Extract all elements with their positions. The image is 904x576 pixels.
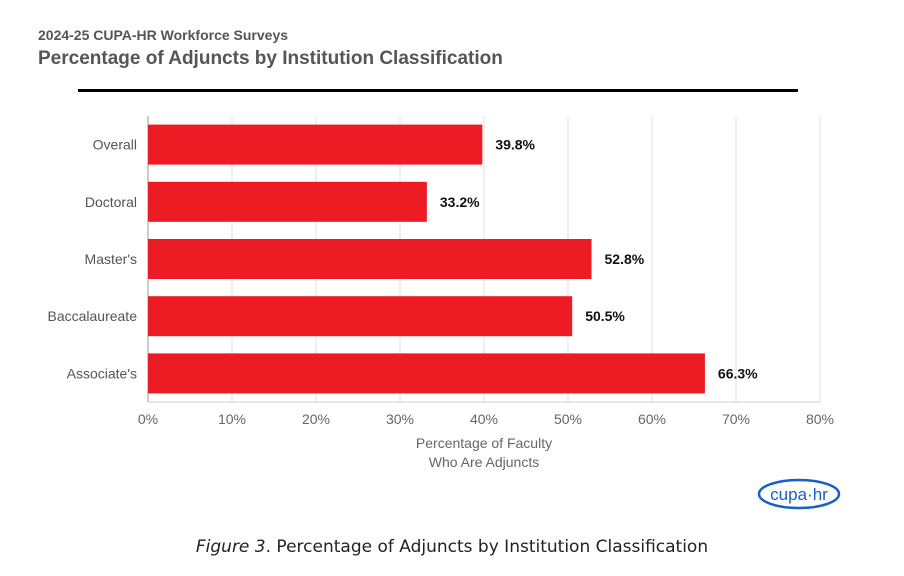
title-divider — [78, 89, 798, 92]
x-tick-label: 60% — [638, 411, 666, 427]
data-label: 52.8% — [605, 251, 645, 267]
data-label: 33.2% — [440, 194, 480, 210]
cupa-hr-logo: cupa·hr — [757, 478, 841, 510]
data-label: 39.8% — [495, 137, 535, 153]
x-tick-label: 30% — [386, 411, 414, 427]
caption-text: . Percentage of Adjuncts by Institution … — [265, 537, 709, 557]
category-label: Master's — [85, 251, 137, 267]
x-tick-label: 70% — [722, 411, 750, 427]
category-label: Overall — [93, 137, 137, 153]
bar — [148, 353, 705, 394]
bar — [148, 239, 592, 279]
category-label: Baccalaureate — [47, 308, 137, 324]
logo-text: cupa·hr — [770, 485, 828, 504]
x-tick-label: 50% — [554, 411, 582, 427]
x-tick-label: 20% — [302, 411, 330, 427]
figure-caption: Figure 3. Percentage of Adjuncts by Inst… — [0, 537, 904, 557]
x-tick-label: 80% — [806, 411, 834, 427]
data-label: 66.3% — [718, 365, 758, 381]
x-tick-label: 40% — [470, 411, 498, 427]
category-label: Doctoral — [85, 194, 137, 210]
x-tick-label: 10% — [218, 411, 246, 427]
x-axis-label-line-1: Percentage of Faculty — [416, 435, 552, 451]
chart-supertitle: 2024-25 CUPA-HR Workforce Surveys — [38, 27, 289, 43]
bar — [148, 181, 427, 222]
x-axis-label-line-2: Who Are Adjuncts — [429, 454, 540, 470]
figure-number: Figure 3 — [195, 537, 266, 557]
data-label: 50.5% — [585, 308, 625, 324]
bars: Overall 39.8% Doctoral 33.2% Master's 52.8% Ba… — [47, 124, 758, 394]
bar — [148, 124, 483, 165]
category-label: Associate's — [67, 365, 137, 381]
chart-title: Percentage of Adjuncts by Institution Cl… — [38, 48, 503, 69]
x-ticks: 0% 10% 20% 30% 40% 50% 60% 70% 80% — [138, 411, 834, 427]
x-tick-label: 0% — [138, 411, 158, 427]
bar — [148, 296, 573, 337]
